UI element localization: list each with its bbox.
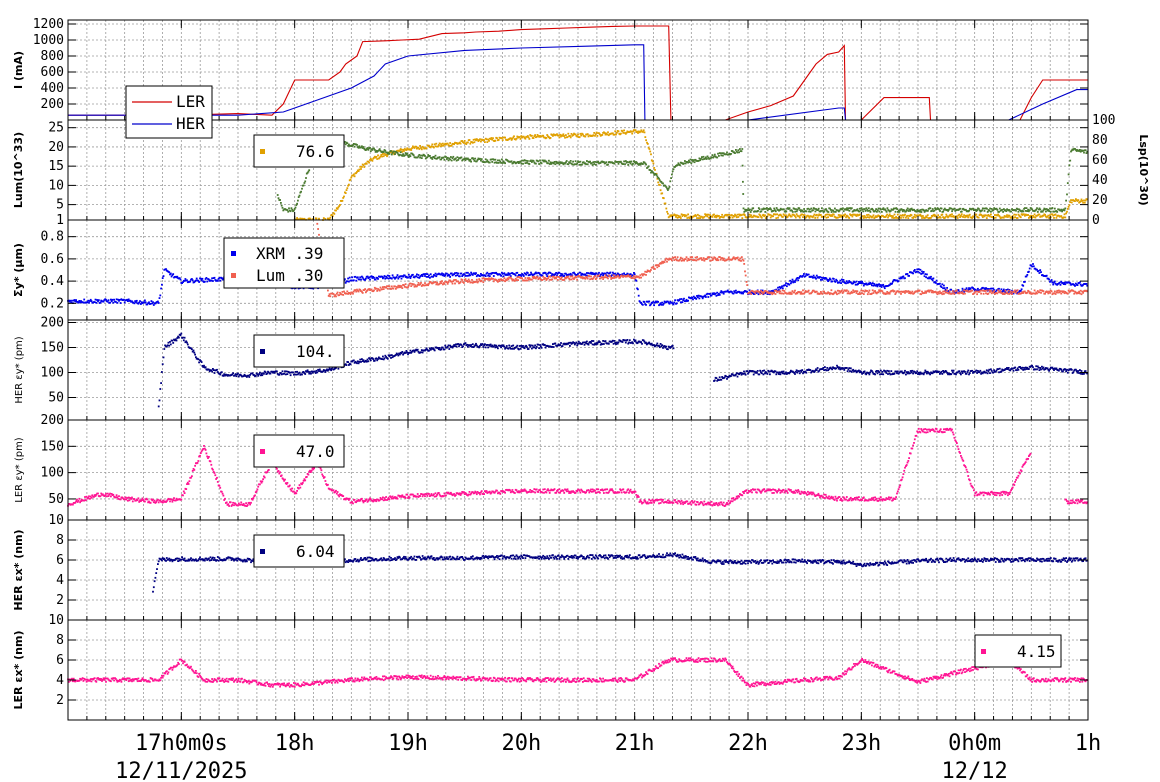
legend-swatch [231,273,236,278]
legend-swatch [260,349,265,354]
x-date-label: 12/11/2025 [115,759,247,782]
x-tick-label: 23h [841,731,881,756]
y-tick-label: 150 [41,341,64,356]
y2-tick-label: 0 [1092,213,1100,228]
legend-layer: LER HER 76.6 XRM .39 Lum .30 104. 47.0 6.04 4.15 [125,85,1062,668]
x-date-label: 12/12 [942,759,1008,782]
y-tick-label: 1200 [33,17,64,32]
legend-swatch [231,251,236,256]
y-axis-label: HER εx* (nm) [12,529,25,610]
legend-box [223,237,345,289]
y-tick-label: 8 [56,633,64,648]
y-tick-label: 6 [56,553,64,568]
y-tick-label: 5 [56,198,64,213]
legend-value: 47.0 [296,442,335,461]
frame-layer [67,19,1089,721]
series-points-xrm [67,263,1089,307]
y-tick-label: 200 [41,97,64,112]
x-tick-label: 17h0m0s [135,731,228,756]
y2-tick-label: 80 [1092,133,1108,148]
legend-label: XRM .39 [256,244,323,263]
legend-swatch [260,549,265,554]
y-axis-label: LER εy* (pm) [14,437,25,503]
legend-value: 6.04 [296,542,335,561]
y-tick-label: 50 [48,391,64,406]
legend-label: HER [176,114,205,133]
y-tick-label: 600 [41,65,64,80]
legend-value: 76.6 [296,142,335,161]
y-tick-label: 0.8 [41,230,64,245]
grid-layer [68,20,1088,720]
y-tick-label: 10 [48,613,64,628]
y-tick-label: 20 [48,140,64,155]
legend-swatch [260,449,265,454]
y2-tick-label: 100 [1092,113,1115,128]
x-tick-label: 0h0m [948,731,1001,756]
y-tick-label: 100 [41,366,64,381]
series-points-ler [67,427,1089,507]
y-tick-label: 0.6 [41,252,64,267]
y-tick-label: 4 [56,673,64,688]
legend-value: 104. [296,342,335,361]
x-tick-label: 1h [1075,731,1102,756]
y-axis-label: I (mA) [12,51,25,89]
y-axis-label: LER εx* (nm) [12,631,25,710]
y2-tick-label: 40 [1092,173,1108,188]
series-points-her [157,332,1089,408]
x-tick-label: 19h [388,731,428,756]
y2-tick-label: 60 [1092,153,1108,168]
series-points-ler [67,657,1089,688]
y2-tick-label: 20 [1092,193,1108,208]
legend-box [125,85,213,139]
y2-axis-label: Lsp(10^30) [1137,134,1150,205]
y-tick-label: 100 [41,466,64,481]
y-tick-label: 2 [56,593,64,608]
y-tick-label: 200 [41,413,64,428]
legend-value: 4.15 [1017,642,1056,661]
series-points-lum [316,222,1089,298]
series-points-lsp [276,137,1089,213]
legend-label: Lum .30 [256,266,323,285]
y-tick-label: 25 [48,121,64,136]
y-axis-label: HER εy* (pm) [14,336,25,403]
y-tick-label: 15 [48,159,64,174]
legend-swatch [260,149,265,154]
y-tick-label: 6 [56,653,64,668]
x-tick-label: 20h [501,731,541,756]
series-points-her [152,552,1089,593]
y-tick-label: 1 [56,213,64,228]
series-points-lum [293,129,1089,221]
y-tick-label: 8 [56,533,64,548]
y-tick-label: 10 [48,513,64,528]
y-tick-label: 0.2 [41,296,64,311]
legend-box [253,534,345,568]
x-tick-label: 22h [728,731,768,756]
y-tick-label: 50 [48,492,64,507]
y-tick-label: 4 [56,573,64,588]
y-tick-label: 10 [48,178,64,193]
y-tick-label: 800 [41,49,64,64]
legend-swatch [981,649,986,654]
legend-box [974,634,1062,668]
legend-box [253,334,345,368]
x-tick-label: 18h [275,731,315,756]
legend-box [253,434,345,468]
y-tick-label: 200 [41,316,64,331]
legend-label: LER [176,92,205,111]
x-tick-label: 21h [615,731,655,756]
y-tick-label: 1000 [33,33,64,48]
y-tick-label: 150 [41,439,64,454]
y-tick-label: 2 [56,693,64,708]
y-tick-label: 0.4 [41,274,65,289]
y-axis-label: Σy* (μm) [12,243,25,297]
y-tick-label: 400 [41,81,64,96]
y-axis-label: Lum(10^33) [12,132,25,208]
legend-box [253,134,345,168]
